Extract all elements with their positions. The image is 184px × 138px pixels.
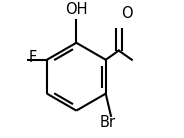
Text: O: O xyxy=(121,6,133,21)
Text: Br: Br xyxy=(99,116,115,131)
Text: F: F xyxy=(29,50,37,65)
Text: OH: OH xyxy=(65,2,88,17)
